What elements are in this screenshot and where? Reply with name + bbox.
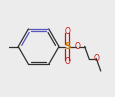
Text: S: S: [63, 42, 70, 51]
Text: O: O: [64, 27, 70, 36]
Text: O: O: [74, 42, 80, 51]
Text: O: O: [64, 57, 70, 66]
Text: O: O: [93, 54, 98, 63]
